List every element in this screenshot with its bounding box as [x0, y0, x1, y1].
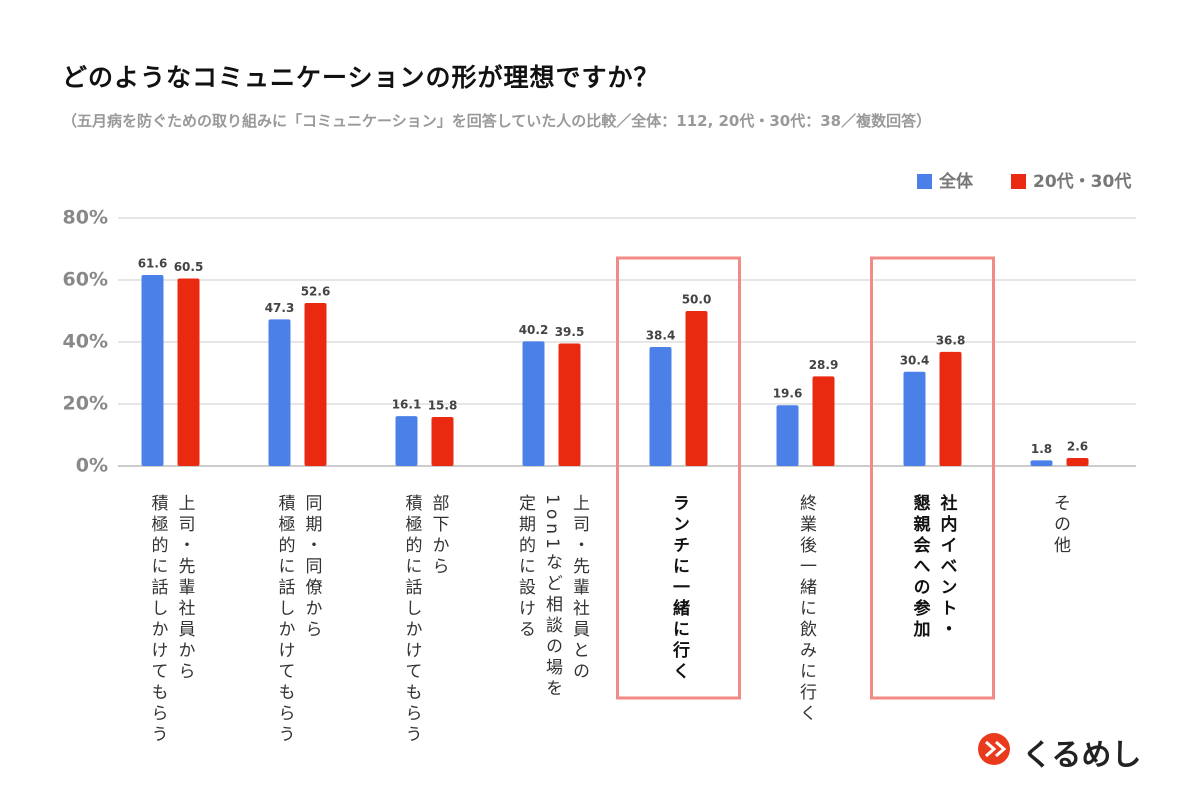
data-label: 1.8 [1031, 442, 1052, 456]
data-label: 19.6 [773, 387, 803, 401]
legend-swatch [1011, 174, 1026, 189]
bar [776, 405, 799, 466]
bar [558, 343, 581, 466]
x-tick-label: 部下から 積極的に話しかけてもらう [401, 494, 449, 746]
x-tick-label: ランチに一緒に行く [669, 494, 689, 683]
data-label: 2.6 [1067, 439, 1088, 453]
data-label: 47.3 [265, 301, 295, 315]
x-tick-label: 同期・同僚から 積極的に話しかけてもらう [274, 494, 322, 746]
data-label: 38.4 [646, 328, 676, 342]
legend-label: 全体 [938, 171, 974, 192]
bar [395, 416, 418, 466]
data-label: 36.8 [936, 333, 966, 347]
bar [268, 319, 291, 466]
bar [1066, 457, 1089, 466]
bar [685, 311, 708, 466]
bar [304, 302, 327, 466]
y-tick-label: 20% [63, 393, 108, 415]
data-label: 60.5 [174, 260, 204, 274]
bar [522, 341, 545, 466]
legend-swatch [917, 174, 932, 189]
data-label: 40.2 [519, 323, 549, 337]
data-label: 61.6 [138, 257, 168, 271]
x-tick-label: 終業後一緒に飲みに行く [796, 494, 816, 725]
data-label: 28.9 [809, 358, 839, 372]
data-label: 30.4 [900, 353, 930, 367]
bar [1030, 460, 1053, 466]
bar [649, 346, 672, 466]
y-tick-label: 60% [63, 269, 108, 291]
bar [431, 417, 454, 466]
brand-name: くるめし [1022, 738, 1142, 773]
legend-label: 20代・30代 [1033, 171, 1131, 192]
data-label: 52.6 [301, 284, 331, 298]
brand-logo [978, 733, 1010, 765]
bar [177, 278, 200, 466]
x-tick-label: その他 [1050, 494, 1070, 557]
x-tick-label: 社内イベント・ 懇親会への参加 [909, 494, 957, 641]
data-label: 16.1 [392, 398, 422, 412]
chart-title: どのようなコミュニケーションの形が理想ですか？ [62, 63, 660, 92]
y-tick-label: 80% [63, 207, 108, 229]
chart-subtitle: （五月病を防ぐための取り組みに「コミュニケーション」を回答していた人の比較／全体… [62, 112, 932, 130]
bar [812, 376, 835, 466]
bar [903, 371, 926, 466]
bar [141, 275, 164, 466]
data-label: 15.8 [428, 399, 458, 413]
x-tick-label: 上司・先輩社員との 1on1など相談の場を 定期的に設ける [515, 494, 589, 700]
bar [939, 351, 962, 466]
data-label: 39.5 [555, 325, 585, 339]
highlight-box [870, 256, 995, 700]
y-tick-label: 0% [76, 455, 108, 477]
x-tick-label: 上司・先輩社員から 積極的に話しかけてもらう [147, 494, 195, 746]
data-label: 50.0 [682, 293, 712, 307]
y-tick-label: 40% [63, 331, 108, 353]
highlight-box [616, 256, 741, 700]
